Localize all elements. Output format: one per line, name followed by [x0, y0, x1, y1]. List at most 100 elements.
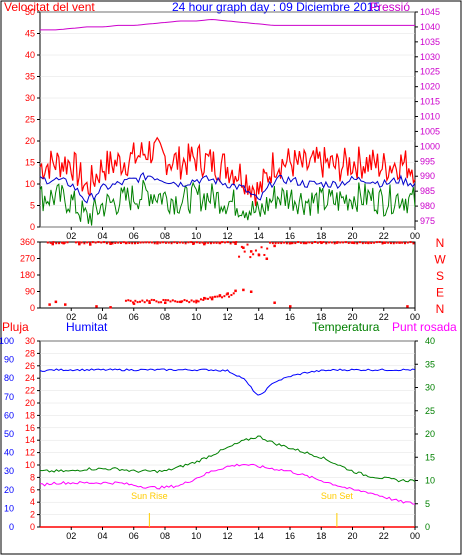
direction-point — [89, 242, 91, 245]
direction-point — [167, 299, 170, 302]
direction-y-tick-label: 270 — [20, 254, 35, 264]
direction-point — [119, 241, 122, 244]
direction-point — [274, 242, 277, 245]
direction-point — [404, 242, 406, 245]
direction-point — [242, 288, 245, 292]
pressure-y-tick-label: 1015 — [420, 97, 440, 107]
direction-point — [64, 303, 67, 306]
tick-layer: 0510152025303540455097598098599099510001… — [0, 7, 446, 541]
direction-point — [226, 292, 229, 295]
x-tick-label: 16 — [285, 231, 295, 241]
x-tick-label: 22 — [379, 312, 389, 322]
pressure-y-tick-label: 1025 — [420, 67, 440, 77]
direction-point — [285, 242, 288, 245]
direction-point — [294, 242, 297, 245]
direction-y-tick-label: 180 — [20, 270, 35, 280]
pressure-y-tick-label: 995 — [420, 156, 435, 166]
temp-y-tick-label: 10 — [425, 476, 435, 486]
direction-point — [225, 293, 228, 296]
direction-point — [195, 299, 198, 303]
x-tick-label: 00 — [410, 531, 420, 541]
direction-point — [257, 253, 261, 257]
pressure-y-tick-label: 975 — [420, 216, 435, 226]
x-tick-label: 16 — [285, 531, 295, 541]
humidity-label: Humitat — [66, 320, 108, 334]
direction-point — [94, 241, 97, 244]
direction-point — [146, 299, 149, 302]
wind-y-tick-label: 25 — [25, 115, 35, 125]
direction-point — [361, 242, 364, 245]
direction-point — [359, 241, 361, 244]
direction-point — [387, 241, 390, 244]
data-layer — [39, 18, 416, 528]
direction-point — [263, 253, 266, 256]
wind-speed-label: Velocitat del vent — [4, 0, 95, 14]
direction-point — [170, 242, 173, 245]
direction-point — [218, 241, 222, 245]
direction-point — [398, 241, 401, 244]
x-tick-label: 16 — [285, 312, 295, 322]
direction-point — [169, 300, 172, 303]
direction-point — [339, 241, 342, 244]
direction-point — [62, 241, 65, 245]
rain-y-tick-label: 8 — [30, 472, 35, 482]
direction-point — [148, 241, 151, 244]
direction-point — [141, 299, 144, 302]
direction-point — [273, 301, 276, 304]
direction-point — [221, 296, 224, 299]
direction-point — [249, 250, 253, 253]
pressure-y-tick-label: 1000 — [420, 141, 440, 151]
direction-point — [164, 301, 167, 304]
direction-point — [335, 241, 339, 244]
x-tick-label: 08 — [160, 231, 170, 241]
direction-point — [128, 242, 131, 245]
direction-point — [316, 241, 319, 244]
rain-y-tick-label: 18 — [25, 410, 35, 420]
humidity-y-tick-label: 40 — [4, 448, 14, 458]
direction-point — [58, 242, 61, 245]
direction-point — [401, 241, 404, 244]
temp-y-tick-label: 25 — [425, 406, 435, 416]
direction-point — [198, 241, 201, 244]
direction-point — [139, 241, 142, 244]
pressure-line — [40, 18, 415, 31]
direction-point — [283, 241, 286, 244]
direction-point — [325, 242, 328, 245]
pressure-y-tick-label: 1030 — [420, 52, 440, 62]
pressure-y-tick-label: 980 — [420, 201, 435, 211]
direction-point — [406, 305, 409, 308]
direction-point — [95, 305, 98, 308]
direction-point — [211, 296, 214, 299]
wind-y-tick-label: 35 — [25, 72, 35, 82]
direction-point — [311, 242, 314, 245]
direction-point — [289, 305, 292, 308]
x-tick-label: 10 — [191, 312, 201, 322]
temp-y-tick-label: 30 — [425, 383, 435, 393]
x-tick-label: 04 — [97, 231, 107, 241]
direction-point — [52, 241, 55, 244]
temperature-label: Temperatura — [312, 320, 380, 334]
direction-point — [114, 241, 117, 244]
wind-low-line — [39, 179, 416, 226]
direction-point — [78, 242, 81, 246]
direction-point — [173, 241, 176, 244]
direction-point — [167, 241, 170, 244]
wind-y-tick-label: 50 — [25, 7, 35, 17]
compass-label: N — [436, 236, 445, 250]
x-tick-label: 18 — [316, 531, 326, 541]
direction-point — [184, 242, 187, 245]
direction-point — [155, 300, 158, 303]
direction-point — [378, 241, 381, 244]
rain-y-tick-label: 4 — [30, 497, 35, 507]
x-tick-label: 00 — [410, 231, 420, 241]
direction-point — [148, 300, 151, 303]
wind-y-tick-label: 15 — [25, 158, 35, 168]
direction-point — [185, 299, 188, 302]
direction-point — [153, 299, 156, 302]
direction-point — [223, 295, 226, 298]
direction-point — [109, 306, 112, 309]
direction-point — [240, 245, 243, 248]
direction-point — [174, 300, 177, 303]
direction-point — [373, 241, 376, 244]
